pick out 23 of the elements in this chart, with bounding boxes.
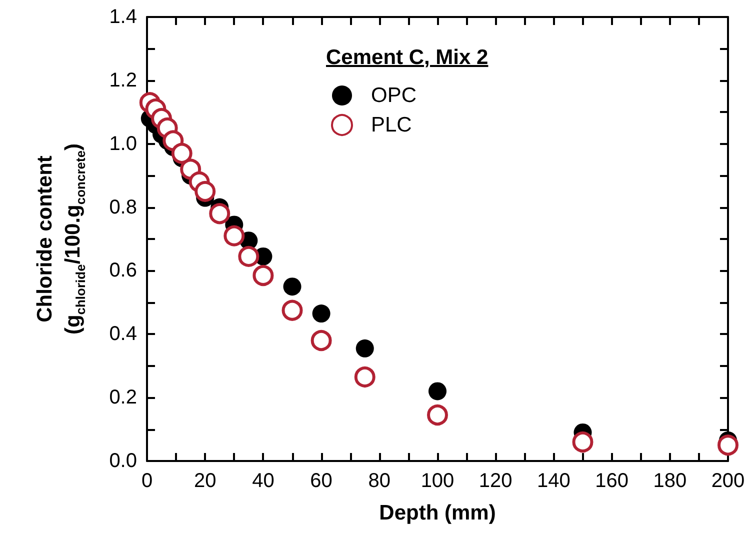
y-tick-label: 0.8 [109, 196, 137, 218]
legend-label: OPC [371, 84, 417, 107]
x-tick-label: 160 [595, 470, 628, 492]
x-tick-label: 120 [478, 470, 512, 492]
y-tick-label: 0.2 [109, 386, 137, 409]
x-axis-title: Depth (mm) [379, 502, 496, 524]
x-tick-label: 200 [711, 470, 745, 492]
legend-title: Cement C, Mix 2 [326, 46, 488, 70]
x-tick-label: 0 [141, 470, 153, 492]
y-tick-label: 0.4 [109, 323, 137, 346]
y-tick-label: 0.6 [109, 260, 137, 282]
y-tick-label: 1.0 [109, 132, 137, 155]
x-tick-label: 140 [537, 470, 570, 492]
y-tick-label: 1.4 [109, 6, 137, 28]
x-tick-label: 180 [653, 470, 687, 492]
y-tick-label: 1.2 [109, 69, 137, 92]
legend-label: PLC [371, 114, 412, 136]
x-tick-label: 80 [368, 470, 391, 492]
y-tick-label: 0.0 [109, 450, 137, 472]
x-tick-label: 20 [194, 470, 216, 492]
x-tick-label: 100 [420, 470, 454, 492]
x-tick-label: 60 [310, 470, 332, 492]
x-tick-label: 40 [252, 470, 274, 492]
